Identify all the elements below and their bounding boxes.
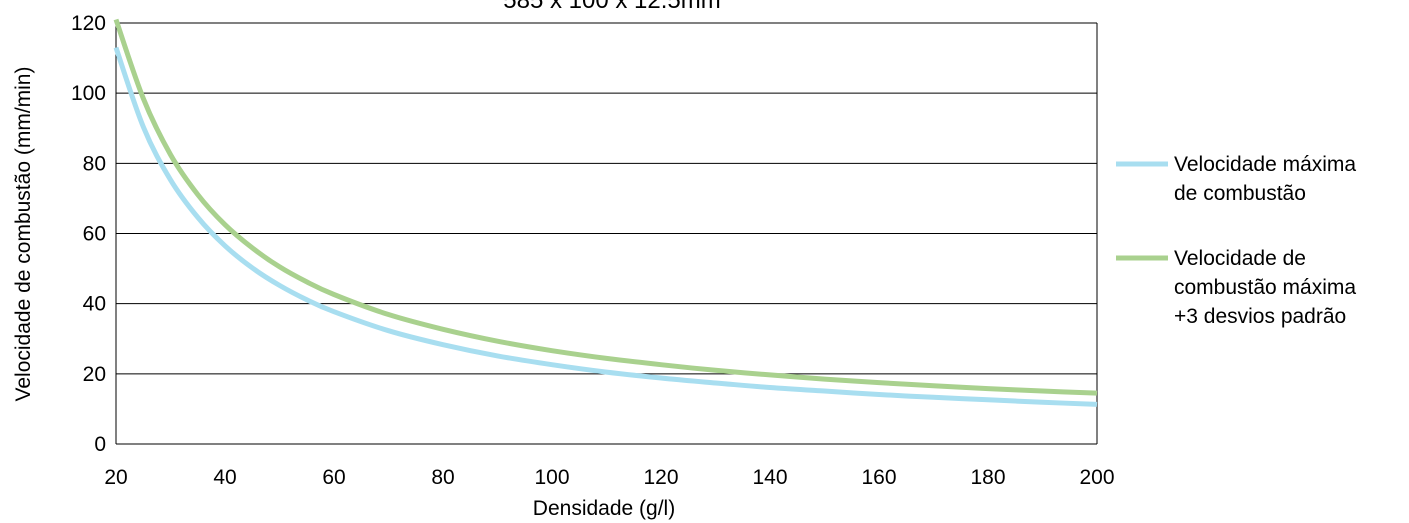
- legend-label-1: de combustão: [1174, 182, 1306, 205]
- y-axis-title: Velocidade de combustão (mm/min): [12, 67, 35, 402]
- x-tick-label: 160: [861, 466, 896, 489]
- y-tick-label: 100: [71, 82, 106, 105]
- chart-title: 585 x 100 x 12.5mm: [503, 0, 720, 14]
- y-tick-label: 40: [83, 293, 106, 316]
- x-tick-labels: 20 40 60 80 100 120 140 160 180 200: [104, 466, 1114, 489]
- x-tick-label: 80: [431, 466, 454, 489]
- plot-frame: [115, 23, 1098, 445]
- x-axis-title: Densidade (g/l): [533, 497, 675, 520]
- y-tick-label: 20: [83, 363, 106, 386]
- x-tick-label: 200: [1079, 466, 1114, 489]
- x-tick-label: 40: [213, 466, 236, 489]
- legend-label-2: Velocidade de: [1174, 247, 1306, 270]
- y-tick-label: 60: [83, 223, 106, 246]
- series-line-1: [113, 46, 1098, 407]
- series-line-2: [113, 18, 1098, 396]
- legend-label-1: Velocidade máxima: [1174, 153, 1356, 176]
- y-tick-labels: 0 20 40 60 80 100 120: [71, 12, 106, 456]
- y-tick-label: 0: [94, 433, 106, 456]
- y-tick-label: 120: [71, 12, 106, 35]
- legend-label-2: combustão máxima: [1174, 276, 1356, 299]
- x-tick-label: 180: [970, 466, 1005, 489]
- series-lines: [113, 18, 1098, 407]
- gridlines: [116, 22, 1097, 375]
- x-tick-label: 100: [534, 466, 569, 489]
- x-tick-label: 60: [322, 466, 345, 489]
- y-tick-label: 80: [83, 152, 106, 175]
- legend-label-2: +3 desvios padrão: [1174, 305, 1346, 328]
- x-tick-label: 120: [643, 466, 678, 489]
- legend: Velocidade máxima de combustão Velocidade …: [1116, 153, 1356, 328]
- x-tick-label: 20: [104, 466, 127, 489]
- x-tick-label: 140: [752, 466, 787, 489]
